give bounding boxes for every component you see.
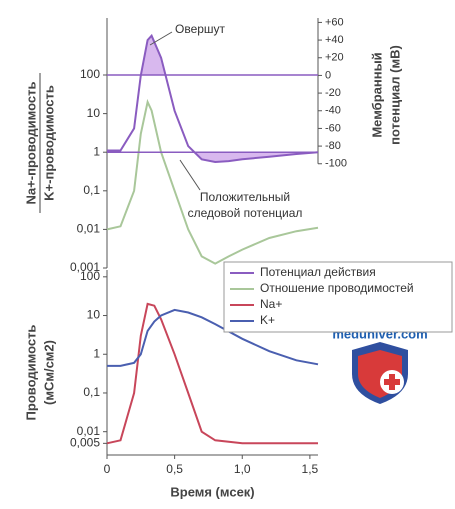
- y-tick-label: 0,005: [70, 436, 100, 450]
- y-tick-label: 10: [87, 308, 101, 322]
- series-line: [106, 302, 318, 445]
- x-tick-label: 1,0: [234, 462, 251, 476]
- x-tick-label: 0: [104, 462, 111, 476]
- y2-tick-label: +60: [325, 16, 344, 28]
- y-axis-label: (мСм/см2): [41, 340, 56, 405]
- legend-label: Na+: [260, 297, 282, 311]
- annotation-pointer: [179, 159, 201, 191]
- x-tick-label: 0,5: [166, 462, 183, 476]
- y-tick-label: 100: [80, 269, 100, 283]
- series-line: [107, 33, 319, 164]
- legend-label: Отношение проводимостей: [260, 281, 414, 295]
- y-tick-label: 1: [93, 144, 100, 158]
- legend-label: Потенциал действия: [260, 265, 376, 279]
- overshoot-fill: [107, 35, 318, 76]
- annotation: Овершут: [175, 22, 226, 36]
- y-tick-label: 1: [93, 346, 100, 360]
- y2-axis-label: потенциал (мВ): [387, 45, 402, 145]
- y2-tick-label: -60: [325, 122, 341, 134]
- afterpotential-fill: [107, 152, 318, 162]
- y2-tick-label: +20: [325, 52, 344, 64]
- y-tick-label: 0,001: [70, 260, 100, 274]
- y-tick-label: 0,01: [77, 424, 101, 438]
- y2-tick-label: 0: [325, 69, 331, 81]
- y2-tick-label: +40: [325, 34, 344, 46]
- series-line: [106, 98, 319, 265]
- series-line: [107, 308, 319, 367]
- legend-box: [223, 261, 453, 333]
- y-axis-label: K+-проводимость: [41, 85, 56, 201]
- annotation: следовой потенциал: [188, 206, 303, 220]
- shield-icon: [352, 342, 408, 404]
- y-tick-label: 0,1: [83, 183, 100, 197]
- y-axis-label: Проводимость: [23, 325, 38, 421]
- annotation-pointer: [149, 31, 173, 46]
- y2-tick-label: -100: [325, 158, 347, 170]
- y2-tick-label: -20: [325, 87, 341, 99]
- y-tick-label: 0,1: [83, 385, 100, 399]
- legend-label: K+: [260, 313, 275, 327]
- y-tick-label: 10: [87, 106, 101, 120]
- y-tick-label: 0,01: [77, 222, 101, 236]
- y-axis-label: Na+-проводимость: [23, 82, 38, 205]
- annotation: Положительный: [200, 190, 290, 204]
- y-tick-label: 100: [80, 67, 100, 81]
- y2-axis-label: Мембранный: [369, 52, 384, 137]
- y2-tick-label: -40: [325, 105, 341, 117]
- x-axis-label: Время (мсек): [170, 484, 254, 499]
- y2-tick-label: -80: [325, 140, 341, 152]
- x-tick-label: 1,5: [302, 462, 319, 476]
